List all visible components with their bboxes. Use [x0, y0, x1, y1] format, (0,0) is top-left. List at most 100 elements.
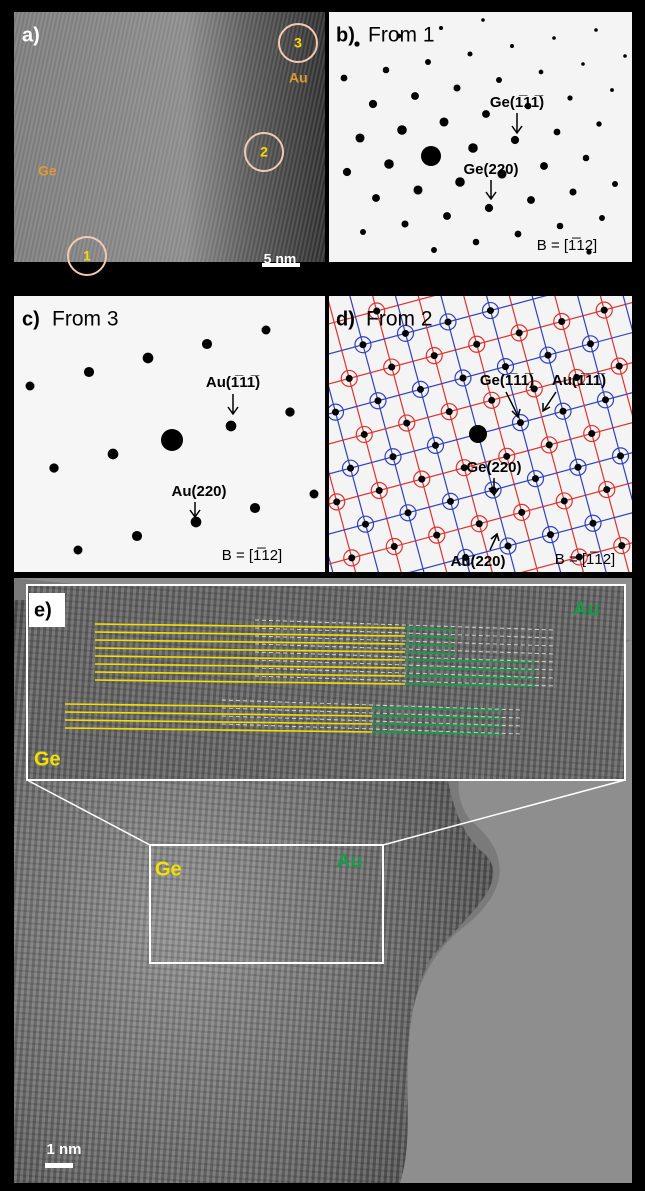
diffraction-spot: [439, 26, 443, 30]
diffraction-spot: [594, 28, 598, 32]
region-number: 2: [260, 144, 268, 160]
material-label: Au: [336, 850, 363, 872]
diffraction-spot: [561, 497, 568, 504]
diffraction-spot: [389, 453, 396, 460]
diffraction-spot: [362, 521, 369, 528]
diffraction-spot: [361, 431, 368, 438]
diffraction-spot: [403, 420, 410, 427]
zone-axis: B = [1̅12]: [537, 237, 597, 254]
diffraction-spot: [444, 318, 451, 325]
diffraction-spot: [191, 517, 202, 528]
diffraction-spot: [557, 223, 564, 230]
diffraction-spot: [575, 464, 582, 471]
diffraction-spot: [431, 247, 437, 253]
diffraction-spot: [360, 229, 366, 235]
diffraction-spot: [374, 397, 381, 404]
diffraction-spot: [602, 396, 609, 403]
diffraction-spot: [552, 36, 556, 40]
panel-label: d): [336, 308, 355, 330]
panel-b: b) From 1 Ge(1̅11̅) Ge(220) B = [1̅12]: [329, 12, 632, 262]
diffraction-spot: [487, 307, 494, 314]
diffraction-spot: [417, 386, 424, 393]
annotation: Au(1̅11̅): [206, 374, 260, 391]
diffraction-spot: [554, 129, 561, 136]
annotation: Ge(220): [463, 161, 518, 178]
panel-title: From 2: [366, 308, 433, 331]
diffraction-spot: [510, 44, 514, 48]
diffraction-spot: [405, 509, 412, 516]
diffraction-spot: [467, 51, 472, 56]
diffraction-spot: [439, 117, 448, 126]
scale-bar: [45, 1163, 73, 1168]
material-label: Ge: [155, 858, 182, 880]
diffraction-spot: [485, 204, 493, 212]
region-number: 3: [294, 35, 302, 51]
diffraction-spot: [481, 18, 485, 22]
diffraction-spot: [376, 487, 383, 494]
diffraction-spot: [560, 408, 567, 415]
annotation: Ge(1̅11̅): [480, 372, 534, 389]
diffraction-spot: [108, 449, 119, 460]
diffraction-spot: [505, 543, 512, 550]
diffraction-spot: [84, 367, 94, 377]
panel-c: c) From 3 Au(1̅11̅) Au(220) B = [1̅12]: [14, 296, 325, 572]
diffraction-spot: [459, 374, 466, 381]
diffraction-spot: [372, 194, 380, 202]
diffraction-spot: [354, 41, 359, 46]
diffraction-spot: [413, 185, 422, 194]
diffraction-spot: [421, 146, 441, 166]
diffraction-spot: [569, 188, 576, 195]
panel-e: Ge Au 1 nm e) Au Ge: [14, 578, 632, 1183]
diffraction-spot: [532, 475, 539, 482]
diffraction-spot: [516, 329, 523, 336]
annotation: Ge(220): [466, 459, 521, 476]
panel-a: a) 1 2 3 Ge Au 5 nm: [14, 12, 325, 275]
diffraction-spot: [431, 352, 438, 359]
diffraction-spot: [518, 509, 525, 516]
diffraction-spot: [348, 554, 355, 561]
diffraction-spot: [617, 452, 624, 459]
diffraction-spot: [347, 465, 354, 472]
panel-label: c): [22, 308, 40, 330]
diffraction-spot: [369, 100, 377, 108]
diffraction-spot: [411, 92, 419, 100]
annotation: Ge(1̅11̅): [490, 94, 544, 111]
diffraction-spot: [623, 54, 627, 58]
diffraction-spot: [26, 382, 35, 391]
diffraction-spot: [343, 168, 351, 176]
diffraction-spot: [496, 77, 502, 83]
diffraction-spot: [402, 330, 409, 337]
diffraction-spot: [446, 408, 453, 415]
panel-label: b): [336, 24, 355, 46]
panel-title: From 1: [368, 24, 435, 47]
material-label: Au: [573, 598, 600, 620]
diffraction-spot: [482, 110, 490, 118]
panel-label: a): [22, 24, 40, 46]
diffraction-spot: [539, 70, 544, 75]
diffraction-spot: [359, 341, 366, 348]
diffraction-spot: [588, 430, 595, 437]
diffraction-spot: [502, 363, 509, 370]
diffraction-spot: [468, 143, 478, 153]
diffraction-spot: [610, 88, 614, 92]
diffraction-spot: [469, 425, 487, 443]
diffraction-spot: [618, 542, 625, 549]
page: {"panels": { "a": {"label": "a)", "regio…: [0, 0, 645, 1191]
diffraction-spot: [558, 318, 565, 325]
diffraction-spot: [517, 419, 524, 426]
zone-axis: B = [1̅12]: [555, 551, 615, 568]
annotation: Au(220): [171, 483, 226, 500]
diffraction-spot: [476, 520, 483, 527]
diffraction-spot: [544, 352, 551, 359]
diffraction-spot: [285, 407, 294, 416]
material-label: Au: [289, 70, 308, 86]
annotation: Au(220): [450, 553, 505, 570]
lattice-texture: [14, 12, 325, 262]
diffraction-spot: [447, 498, 454, 505]
diffraction-spot: [310, 490, 319, 499]
diffraction-spot: [333, 498, 340, 505]
region-number: 1: [83, 248, 91, 264]
diffraction-spot: [346, 375, 353, 382]
diffraction-spot: [599, 215, 605, 221]
diffraction-spot: [418, 476, 425, 483]
